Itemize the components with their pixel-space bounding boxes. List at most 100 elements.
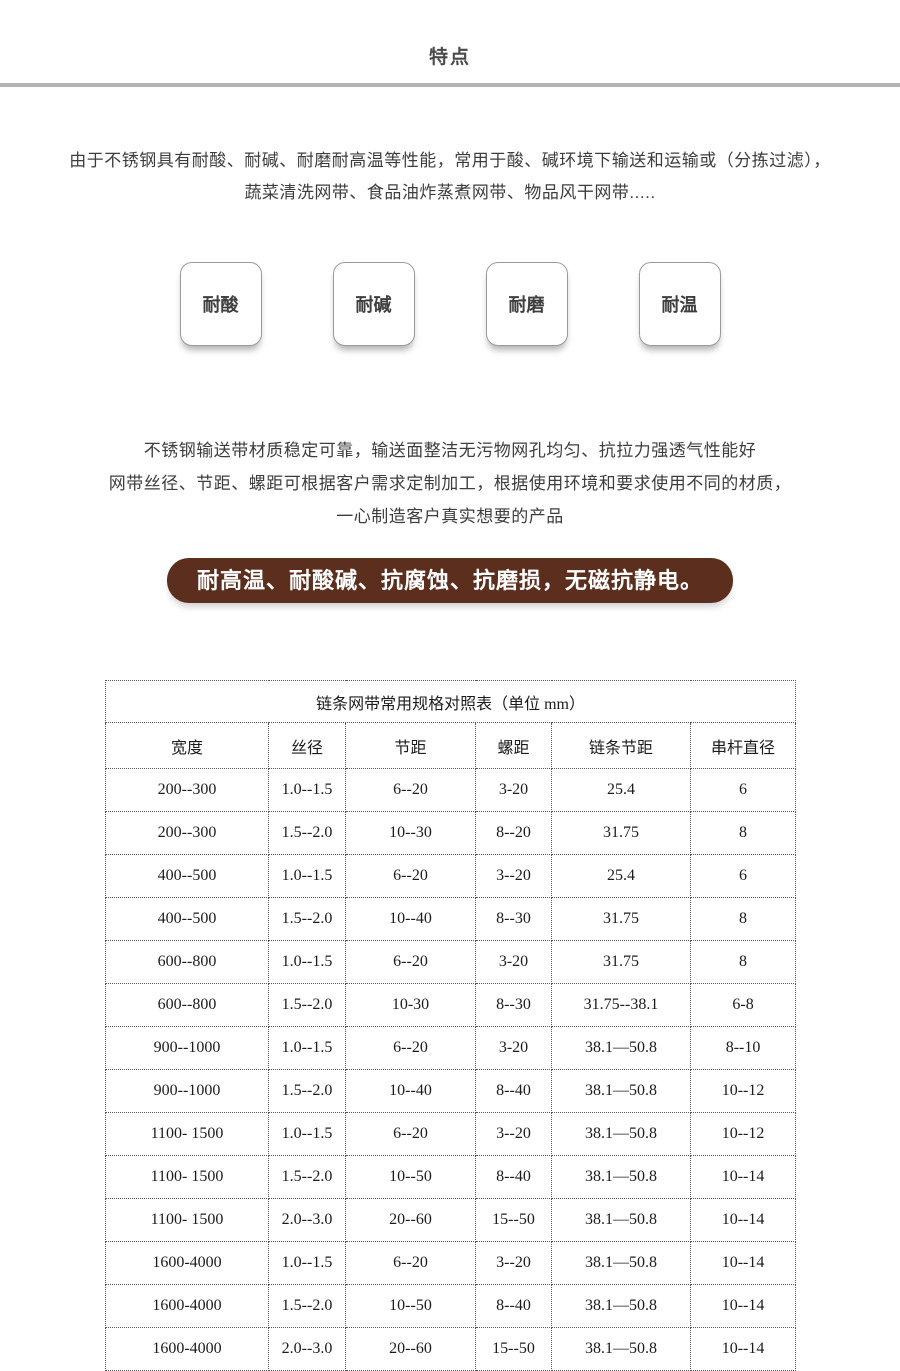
description-line-2: 网带丝径、节距、螺距可根据客户需求定制加工，根据使用环境和要求使用不同的材质， bbox=[108, 474, 792, 493]
spec-table-cell: 10--40 bbox=[345, 897, 476, 941]
spec-table-cell: 6--20 bbox=[345, 854, 476, 898]
spec-table-cell: 900--1000 bbox=[105, 1026, 269, 1070]
spec-table-cell: 20--60 bbox=[345, 1198, 476, 1242]
spec-table-cell: 10--12 bbox=[689, 1069, 797, 1113]
spec-table-cell: 38.1—50.8 bbox=[551, 1155, 691, 1199]
spec-table-cell: 38.1—50.8 bbox=[551, 1069, 691, 1113]
spec-table-cell: 8--40 bbox=[475, 1069, 552, 1113]
spec-table-cell: 3-20 bbox=[475, 940, 552, 984]
spec-table-title: 链条网带常用规格对照表（单位 mm） bbox=[104, 680, 797, 723]
spec-table-header-cell: 螺距 bbox=[475, 722, 552, 769]
spec-table-cell: 31.75 bbox=[551, 811, 691, 855]
spec-table-cell: 31.75--38.1 bbox=[551, 983, 691, 1027]
spec-table-cell: 31.75 bbox=[551, 940, 691, 984]
spec-table-row: 900--1000 1.5--2.0 10--40 8--40 38.1—50.8 10-… bbox=[105, 1069, 797, 1113]
feature-badge-alkali-resistant: 耐碱 bbox=[332, 262, 415, 346]
highlight-banner: 耐高温、耐酸碱、抗腐蚀、抗磨损，无磁抗静电。 bbox=[166, 558, 733, 603]
spec-table-header-cell: 串杆直径 bbox=[689, 722, 797, 769]
spec-table-cell: 200--300 bbox=[105, 811, 269, 855]
spec-table-cell: 1.0--1.5 bbox=[268, 1026, 346, 1070]
feature-label: 耐磨 bbox=[508, 295, 545, 315]
spec-table-cell: 1600-4000 bbox=[105, 1327, 269, 1371]
spec-table-cell: 6--20 bbox=[345, 1112, 476, 1156]
spec-table-cell: 10--14 bbox=[689, 1241, 797, 1285]
spec-table-row: 200--300 1.5--2.0 10--30 8--20 31.75 8 bbox=[105, 811, 797, 855]
spec-table-cell: 10-30 bbox=[345, 983, 476, 1027]
description-line-3: 一心制造客户真实想要的产品 bbox=[336, 507, 564, 526]
spec-table-header-cell: 宽度 bbox=[105, 722, 269, 769]
spec-table-cell: 8--40 bbox=[475, 1155, 552, 1199]
spec-table-cell: 200--300 bbox=[105, 768, 269, 812]
spec-table-cell: 31.75 bbox=[551, 897, 691, 941]
spec-table-cell: 1600-4000 bbox=[105, 1241, 269, 1285]
spec-table-cell: 8--40 bbox=[475, 1284, 552, 1328]
spec-table: 链条网带常用规格对照表（单位 mm） 宽度 丝径 节距 螺距 链条节距 串杆直径 200-… bbox=[104, 680, 797, 1371]
spec-table-cell: 10--14 bbox=[689, 1155, 797, 1199]
spec-table-cell: 3-20 bbox=[475, 768, 552, 812]
spec-table-cell: 6-8 bbox=[689, 983, 797, 1027]
feature-badge-wear-resistant: 耐磨 bbox=[485, 262, 568, 346]
spec-table-cell: 6--20 bbox=[345, 1026, 476, 1070]
spec-table-cell: 38.1—50.8 bbox=[551, 1026, 691, 1070]
intro-line-1: 由于不锈钢具有耐酸、耐碱、耐磨耐高温等性能，常用于酸、碱环境下输送和运输或（分拣… bbox=[69, 151, 831, 170]
spec-table-header-cell: 丝径 bbox=[268, 722, 346, 769]
spec-table-header-row: 宽度 丝径 节距 螺距 链条节距 串杆直径 bbox=[105, 722, 797, 769]
spec-table-cell: 8 bbox=[689, 897, 797, 941]
feature-label: 耐温 bbox=[661, 295, 698, 315]
spec-table-cell: 10--14 bbox=[689, 1284, 797, 1328]
spec-table-cell: 1.5--2.0 bbox=[268, 897, 346, 941]
page-title: 特点 bbox=[428, 47, 471, 68]
spec-table-cell: 400--500 bbox=[105, 897, 269, 941]
spec-table-cell: 1100- 1500 bbox=[105, 1155, 269, 1199]
spec-table-cell: 10--40 bbox=[345, 1069, 476, 1113]
spec-table-row: 900--1000 1.0--1.5 6--20 3-20 38.1—50.8 8--10 bbox=[105, 1026, 797, 1070]
spec-table-cell: 6 bbox=[689, 768, 797, 812]
spec-table-cell: 1.5--2.0 bbox=[268, 1284, 346, 1328]
spec-table-row: 1600-4000 2.0--3.0 20--60 15--50 38.1—50.8 10… bbox=[105, 1327, 797, 1371]
spec-table-cell: 900--1000 bbox=[105, 1069, 269, 1113]
spec-table-cell: 400--500 bbox=[105, 854, 269, 898]
spec-table-cell: 8--30 bbox=[475, 983, 552, 1027]
spec-table-cell: 15--50 bbox=[475, 1198, 552, 1242]
spec-table-cell: 3--20 bbox=[475, 1112, 552, 1156]
spec-table-cell: 6--20 bbox=[345, 1241, 476, 1285]
spec-table-cell: 3-20 bbox=[475, 1026, 552, 1070]
spec-table-cell: 6--20 bbox=[345, 940, 476, 984]
spec-table-row: 200--300 1.0--1.5 6--20 3-20 25.4 6 bbox=[105, 768, 797, 812]
spec-table-cell: 10--14 bbox=[689, 1198, 797, 1242]
description-line-1: 不锈钢输送带材质稳定可靠，输送面整洁无污物网孔均匀、抗拉力强透气性能好 bbox=[143, 441, 757, 460]
spec-table-cell: 8--10 bbox=[689, 1026, 797, 1070]
spec-table-cell: 1100- 1500 bbox=[105, 1198, 269, 1242]
highlight-banner-row: 耐高温、耐酸碱、抗腐蚀、抗磨损，无磁抗静电。 bbox=[0, 558, 900, 608]
spec-table-cell: 38.1—50.8 bbox=[551, 1112, 691, 1156]
spec-table-cell: 1.0--1.5 bbox=[268, 854, 346, 898]
spec-table-cell: 10--14 bbox=[689, 1327, 797, 1371]
spec-table-cell: 1.0--1.5 bbox=[268, 1112, 346, 1156]
spec-table-cell: 10--30 bbox=[345, 811, 476, 855]
spec-table-cell: 2.0--3.0 bbox=[268, 1198, 346, 1242]
spec-table-row: 1600-4000 1.0--1.5 6--20 3--20 38.1—50.8 10--… bbox=[105, 1241, 797, 1285]
spec-table-cell: 38.1—50.8 bbox=[551, 1198, 691, 1242]
spec-table-cell: 600--800 bbox=[105, 983, 269, 1027]
feature-label: 耐酸 bbox=[202, 295, 239, 315]
spec-table-cell: 38.1—50.8 bbox=[551, 1241, 691, 1285]
spec-table-cell: 3--20 bbox=[475, 854, 552, 898]
spec-table-row: 1100- 1500 1.5--2.0 10--50 8--40 38.1—50.8 10… bbox=[105, 1155, 797, 1199]
spec-table-cell: 38.1—50.8 bbox=[551, 1284, 691, 1328]
spec-table-cell: 2.0--3.0 bbox=[268, 1327, 346, 1371]
spec-table-row: 600--800 1.5--2.0 10-30 8--30 31.75--38.1 6-8 bbox=[105, 983, 797, 1027]
spec-table-title-row: 链条网带常用规格对照表（单位 mm） bbox=[104, 680, 797, 723]
spec-table-cell: 8 bbox=[689, 940, 797, 984]
section-divider bbox=[0, 83, 900, 87]
spec-table-container: 链条网带常用规格对照表（单位 mm） 宽度 丝径 节距 螺距 链条节距 串杆直径 200-… bbox=[104, 680, 797, 1371]
spec-table-cell: 1600-4000 bbox=[105, 1284, 269, 1328]
spec-table-header-cell: 节距 bbox=[345, 722, 476, 769]
spec-table-cell: 25.4 bbox=[551, 854, 691, 898]
spec-table-row: 1100- 1500 1.0--1.5 6--20 3--20 38.1—50.8 10-… bbox=[105, 1112, 797, 1156]
spec-table-cell: 600--800 bbox=[105, 940, 269, 984]
spec-table-cell: 38.1—50.8 bbox=[551, 1327, 691, 1371]
feature-badge-acid-resistant: 耐酸 bbox=[179, 262, 262, 346]
feature-badges: 耐酸 耐碱 耐磨 耐温 bbox=[0, 262, 900, 354]
spec-table-cell: 1.5--2.0 bbox=[268, 811, 346, 855]
